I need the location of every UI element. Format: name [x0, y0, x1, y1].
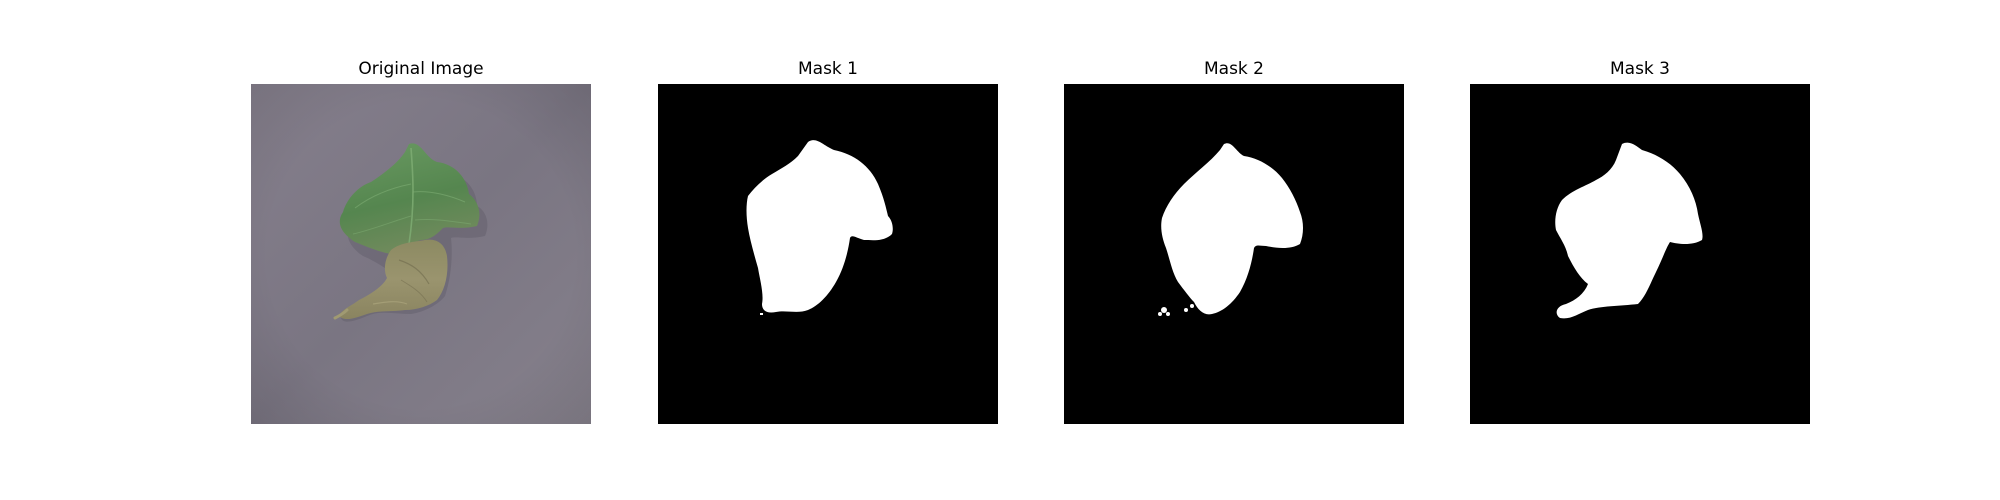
mask-2-title: Mask 2: [1203, 59, 1264, 79]
mask-1-region: [746, 140, 893, 313]
original-image-title: Original Image: [358, 59, 484, 79]
mask-3-panel: Mask 3: [1470, 57, 1810, 427]
mask-2-panel: Mask 2: [1064, 57, 1404, 427]
original-image-panel: Original Image: [251, 57, 591, 427]
mask-3-title: Mask 3: [1609, 59, 1670, 79]
mask-1-image: [658, 84, 998, 424]
mask-2-region: [1161, 143, 1303, 315]
mask-1-title: Mask 1: [797, 59, 858, 79]
leaf-healthy-part: [339, 143, 480, 254]
leaf-diseased-part: [339, 239, 448, 320]
mask-3-region: [1555, 142, 1703, 319]
leaf-photo: [251, 84, 591, 424]
mask-2-image: [1064, 84, 1404, 424]
mask-1-panel: Mask 1: [658, 57, 998, 427]
mask-3-image: [1470, 84, 1810, 424]
